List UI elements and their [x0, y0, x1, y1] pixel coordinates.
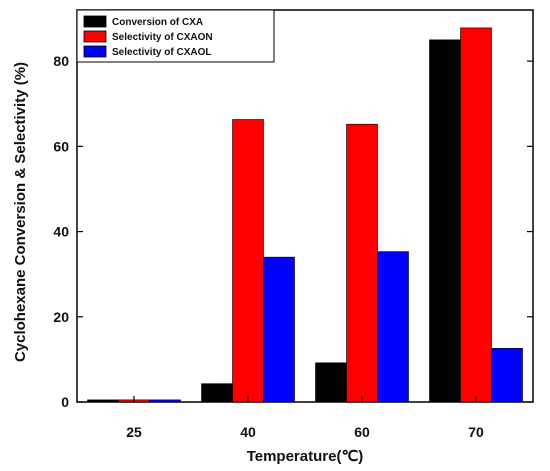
bar-selectivity-of-cxaol-25	[149, 399, 181, 403]
bar-conversion-of-cxa-40	[201, 383, 233, 403]
bar-conversion-of-cxa-70	[429, 39, 461, 403]
x-tick-label: 70	[468, 424, 484, 440]
bar-selectivity-of-cxaon-60	[346, 123, 378, 403]
y-tick-label: 40	[53, 224, 69, 240]
x-axis-title: Temperature(℃)	[247, 448, 364, 465]
legend-swatch-cxa	[83, 15, 107, 28]
legend-swatch-cxaon	[83, 30, 107, 43]
legend-label-cxa: Conversion of CXA	[112, 17, 203, 28]
bar-conversion-of-cxa-25	[87, 399, 119, 403]
y-tick-label: 80	[53, 53, 69, 69]
x-tick-label: 40	[240, 424, 256, 440]
legend-label-cxaon: Selectivity of CXAON	[112, 32, 213, 43]
axis-ticks: 0 20 40 60 80 25 40 60 70	[53, 53, 533, 440]
bars-group	[87, 27, 523, 403]
plot-frame	[76, 9, 534, 403]
legend-label-cxaol: Selectivity of CXAOL	[112, 47, 211, 58]
legend: Conversion of CXA Selectivity of CXAON S…	[76, 9, 275, 63]
bar-selectivity-of-cxaon-40	[232, 119, 264, 403]
y-tick-label: 20	[53, 309, 69, 325]
y-axis-title: Cyclohexane Conversion & Selectivity (%)	[12, 62, 29, 362]
x-tick-label: 25	[126, 424, 142, 440]
bar-selectivity-of-cxaol-60	[377, 251, 409, 403]
x-tick-label: 60	[354, 424, 370, 440]
bar-conversion-of-cxa-60	[315, 362, 347, 403]
legend-box	[76, 9, 275, 63]
bar-selectivity-of-cxaol-70	[491, 348, 523, 403]
y-tick-label: 0	[61, 394, 69, 410]
y-tick-label: 60	[53, 138, 69, 154]
bar-selectivity-of-cxaon-70	[460, 27, 492, 403]
bar-selectivity-of-cxaol-40	[263, 256, 295, 403]
legend-swatch-cxaol	[83, 45, 107, 58]
